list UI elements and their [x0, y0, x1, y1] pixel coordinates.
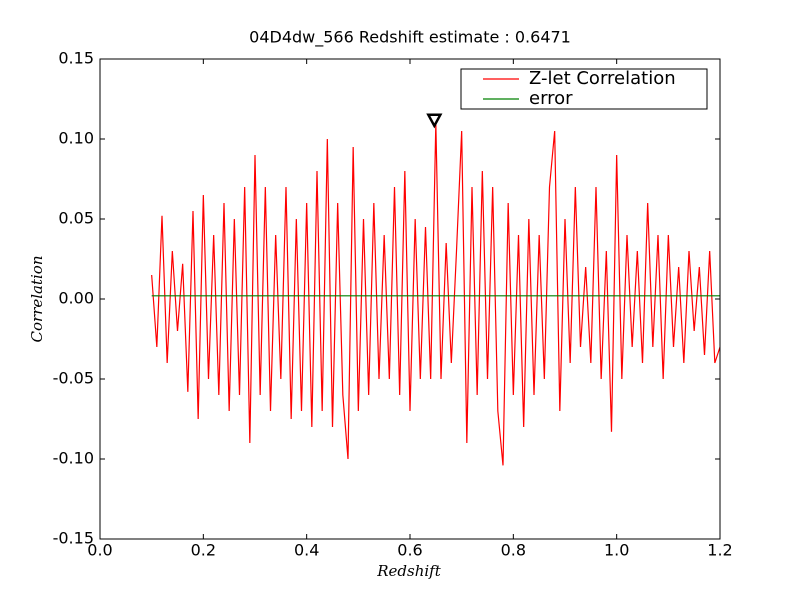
- x-tick-label: 0.2: [191, 541, 216, 560]
- x-tick-label: 1.2: [707, 541, 732, 560]
- x-tick-label: 0.8: [501, 541, 526, 560]
- x-axis-label: Redshift: [376, 562, 441, 580]
- x-tick-label: 0.6: [397, 541, 422, 560]
- y-tick-label: 0.15: [58, 49, 94, 68]
- peak-marker: [426, 113, 443, 129]
- legend-label: error: [529, 88, 573, 109]
- x-tick-label: 1.0: [604, 541, 629, 560]
- x-tick-label: 0.4: [294, 541, 319, 560]
- plot-frame: [99, 58, 721, 540]
- y-tick-label: -0.15: [53, 529, 94, 548]
- legend-label: Z-let Correlation: [529, 68, 676, 89]
- y-axis-label: Correlation: [28, 256, 46, 343]
- y-tick-label: -0.10: [53, 449, 94, 468]
- y-tick-label: -0.05: [53, 369, 94, 388]
- legend-box: [460, 68, 708, 110]
- x-tick-label: 0.0: [87, 541, 112, 560]
- y-tick-label: 0.00: [58, 289, 94, 308]
- y-tick-label: 0.10: [58, 129, 94, 148]
- chart-title: 04D4dw_566 Redshift estimate : 0.6471: [249, 28, 571, 48]
- y-tick-label: 0.05: [58, 209, 94, 228]
